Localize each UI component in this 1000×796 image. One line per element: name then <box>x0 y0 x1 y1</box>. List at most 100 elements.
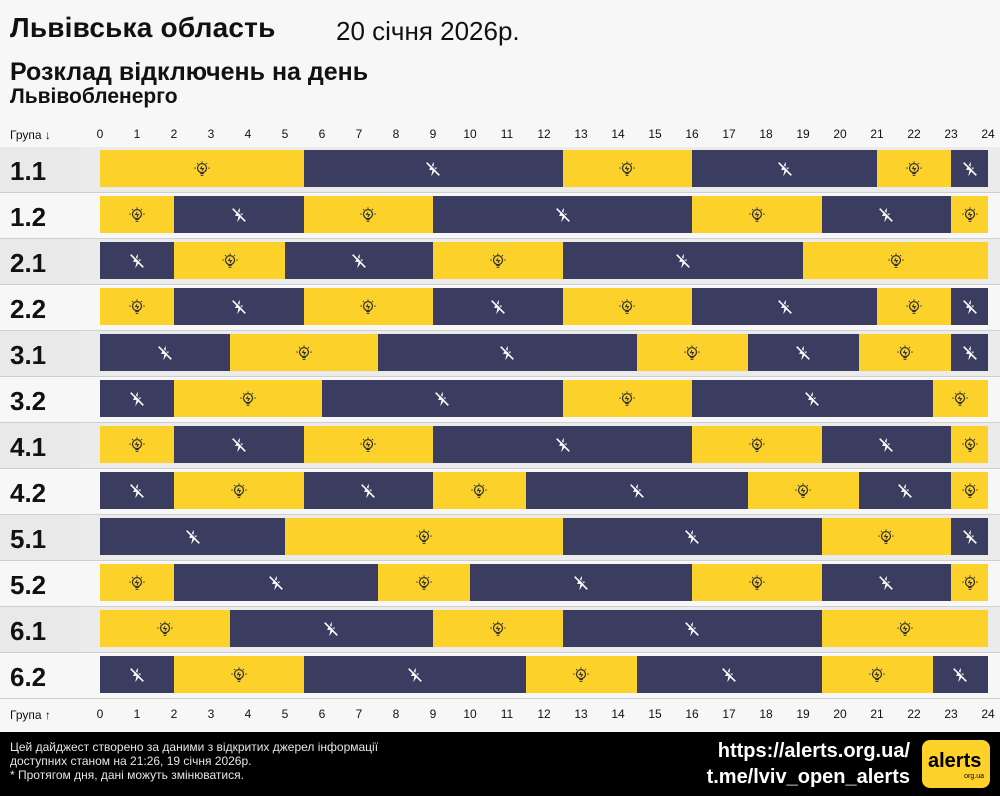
hour-tick: 23 <box>944 127 958 141</box>
row-divider <box>0 422 1000 423</box>
group-row: 6.1 <box>0 607 1000 653</box>
no-power-icon <box>130 391 145 407</box>
power-off-segment <box>100 380 174 417</box>
bulb-icon <box>231 483 247 498</box>
power-on-segment <box>303 196 433 233</box>
no-power-icon <box>407 667 423 683</box>
no-power-icon <box>685 529 700 545</box>
power-on-segment <box>174 242 285 279</box>
logo-text: alerts <box>928 750 982 772</box>
power-on-segment <box>174 472 304 509</box>
footer-note-line: * Протягом дня, дані можуть змінюватися. <box>10 768 244 782</box>
group-name: 3.2 <box>10 386 47 416</box>
power-on-segment <box>100 288 174 325</box>
bulb-icon <box>221 253 238 268</box>
bulb-icon <box>129 299 145 314</box>
bulb-icon <box>360 299 376 314</box>
hour-tick: 8 <box>392 707 400 721</box>
power-on-segment <box>877 288 951 325</box>
group-row: 2.1 <box>0 239 1000 285</box>
row-divider <box>0 606 1000 607</box>
power-on-segment <box>692 196 822 233</box>
group-name: 4.1 <box>10 432 47 462</box>
no-power-icon <box>675 253 691 269</box>
hour-tick: 0 <box>96 707 104 721</box>
website-link[interactable]: https://alerts.org.ua/ <box>717 740 910 762</box>
hour-tick: 11 <box>500 707 514 721</box>
hour-tick: 7 <box>355 707 363 721</box>
hour-tick: 6 <box>318 707 326 721</box>
outage-bar <box>100 242 988 279</box>
bulb-icon <box>573 667 589 682</box>
bulb-icon <box>749 207 765 222</box>
bulb-icon <box>240 391 256 406</box>
hour-tick: 6 <box>318 127 326 141</box>
hour-tick: 2 <box>170 127 178 141</box>
no-power-icon <box>361 483 376 499</box>
bulb-icon <box>897 345 913 360</box>
power-on-segment <box>821 656 933 693</box>
no-power-icon <box>324 621 339 637</box>
row-divider <box>0 560 1000 561</box>
outage-bar <box>100 518 988 555</box>
hour-tick: 18 <box>759 707 773 721</box>
row-divider <box>0 468 1000 469</box>
power-off-segment <box>303 150 563 187</box>
power-off-segment <box>100 656 174 693</box>
no-power-icon <box>130 667 145 683</box>
power-off-segment <box>174 564 378 601</box>
region-title: Львівська область <box>10 12 276 43</box>
hour-tick: 1 <box>133 707 141 721</box>
hour-tick: 17 <box>722 707 736 721</box>
power-off-segment <box>821 564 951 601</box>
group-name: 1.1 <box>10 156 47 186</box>
no-power-icon <box>722 667 737 683</box>
group-label-bg <box>0 423 80 469</box>
bulb-icon <box>961 483 978 498</box>
hour-tick: 11 <box>500 127 514 141</box>
power-off-segment <box>470 564 692 601</box>
power-off-segment <box>100 518 285 555</box>
power-off-segment <box>692 380 933 417</box>
bulb-icon <box>749 437 765 452</box>
power-on-segment <box>377 564 470 601</box>
power-off-segment <box>433 288 563 325</box>
power-on-segment <box>562 288 692 325</box>
outage-bar <box>100 288 988 325</box>
no-power-icon <box>490 299 506 315</box>
group-label-bg <box>0 239 80 285</box>
no-power-icon <box>268 575 284 591</box>
power-on-segment <box>433 472 526 509</box>
power-on-segment <box>525 656 637 693</box>
group-axis-label-bottom: Група ↑ <box>10 708 51 722</box>
hour-tick: 10 <box>463 127 477 141</box>
group-name: 2.2 <box>10 294 47 324</box>
header: Львівська область 20 січня 2026р. Розкла… <box>0 0 1000 120</box>
row-divider <box>0 698 1000 699</box>
hour-tick: 16 <box>685 127 699 141</box>
no-power-icon <box>130 253 145 269</box>
group-name: 5.1 <box>10 524 47 554</box>
power-on-segment <box>433 242 563 279</box>
telegram-link[interactable]: t.me/lviv_open_alerts <box>706 766 910 788</box>
power-off-segment <box>100 334 230 371</box>
outage-bar <box>100 196 988 233</box>
power-off-segment <box>377 334 637 371</box>
row-divider <box>0 330 1000 331</box>
group-row: 2.2 <box>0 285 1000 331</box>
no-power-icon <box>796 345 811 361</box>
power-on-segment <box>692 426 822 463</box>
no-power-icon <box>777 161 793 177</box>
footer-note-line: доступних станом на 21:26, 19 січня 2026… <box>10 754 252 768</box>
bulb-icon <box>157 621 173 636</box>
bulb-icon <box>897 621 913 636</box>
power-on-segment <box>747 472 859 509</box>
power-on-segment <box>433 610 563 647</box>
power-on-segment <box>951 426 988 463</box>
outage-bar <box>100 610 988 647</box>
no-power-icon <box>962 161 978 177</box>
bulb-icon <box>878 529 894 544</box>
hour-tick: 0 <box>96 127 104 141</box>
bulb-icon <box>619 391 635 406</box>
no-power-icon <box>574 575 589 591</box>
